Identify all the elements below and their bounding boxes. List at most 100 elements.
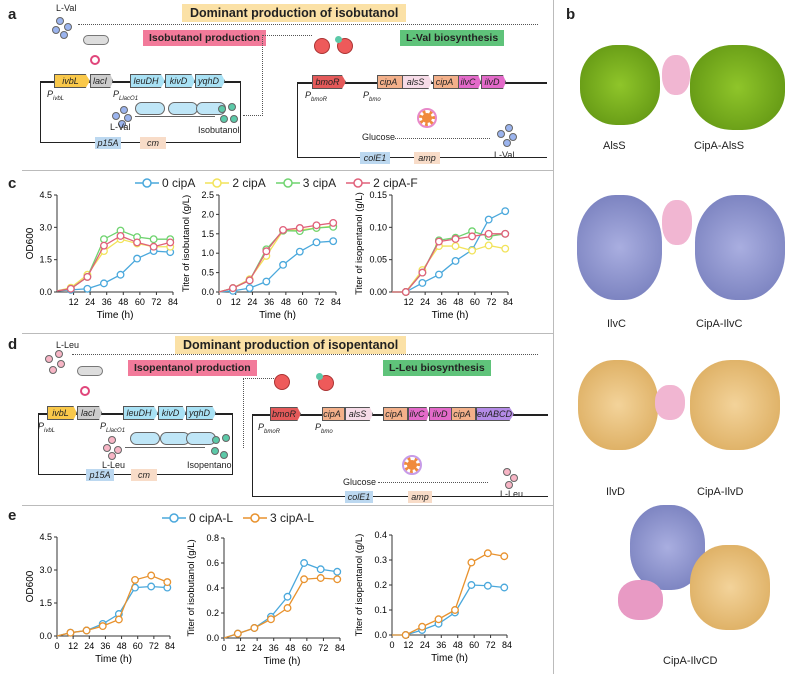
- x-tick-label: 60: [302, 643, 312, 653]
- gene-ilvC: ilvC: [458, 75, 481, 89]
- x-tick-label: 48: [453, 297, 463, 307]
- lleu-molecule-icon: [505, 481, 513, 489]
- divider-vertical: [553, 0, 554, 674]
- x-tick-label: 12: [236, 643, 246, 653]
- conversion-arrow: [135, 116, 215, 117]
- repressor-icon: [83, 35, 109, 45]
- legend-item: 2 cipA: [205, 176, 266, 190]
- inducer-label: L-Val: [56, 3, 77, 13]
- data-point: [401, 288, 410, 296]
- data-point: [166, 235, 175, 244]
- chart-c1: 0.0 1.5 3.0 4.5 12 24 36 48 60 72 84 Time (h) OD600: [25, 190, 178, 321]
- label-cipa-ilvcd: CipA-IlvCD: [663, 655, 718, 667]
- bmoR-apo-icon: [314, 38, 330, 54]
- legend-label: 0 cipA-L: [189, 511, 234, 525]
- data-point: [262, 251, 271, 260]
- glucose-label: Glucose: [362, 132, 396, 142]
- ilvd-domain-image: [690, 545, 770, 630]
- data-point: [484, 241, 493, 250]
- x-tick-label: 84: [165, 641, 175, 651]
- legend-item: 0 cipA: [135, 176, 195, 190]
- series-line: [218, 225, 334, 293]
- glucose-arrow: [378, 482, 488, 483]
- chart-c2: 0.0 0.5 1.0 1.5 2.0 2.5 0 12 24 36 48 60 72 84 Time (h…: [181, 190, 341, 321]
- data-point: [250, 624, 259, 632]
- data-point: [245, 276, 254, 285]
- data-point: [435, 237, 443, 246]
- promoter-bmoR: PbmoR: [258, 422, 281, 435]
- chart-c3: 0.00 0.05 0.10 0.15 12 24 36 48 60 72 84 Time (h) Ti…: [354, 190, 513, 321]
- gene-kivD: kivD: [165, 74, 195, 88]
- series-line: [218, 240, 334, 293]
- data-point: [501, 229, 510, 238]
- data-point: [501, 207, 510, 216]
- label-alss: AlsS: [603, 140, 626, 152]
- lval-biosynthesis-tag: L-Val biosynthesis: [400, 30, 505, 46]
- y-tick-label: 0.0: [39, 287, 52, 297]
- x-tick-label: 48: [285, 643, 295, 653]
- x-tick-label: 84: [331, 297, 341, 307]
- promoter-PLlacO1: PLlacO1: [100, 421, 126, 434]
- y-axis-label: Titer of isobutanol (g/L): [181, 195, 192, 292]
- x-tick-label: 84: [335, 643, 345, 653]
- divider-a-c: [22, 170, 553, 171]
- promoter-ivbL: PivbL: [38, 421, 56, 434]
- lval-molecule-icon: [56, 17, 64, 25]
- data-point: [333, 575, 342, 584]
- y-tick-label: 0.4: [374, 530, 387, 540]
- gene-lacI: lacI: [90, 74, 113, 88]
- x-tick-label: 36: [437, 297, 447, 307]
- glucose-arrow: [395, 138, 490, 139]
- data-point: [295, 224, 304, 232]
- data-point: [401, 288, 410, 296]
- data-point: [228, 284, 237, 293]
- data-point: [468, 246, 477, 254]
- gene-ivbL: ivbL: [47, 406, 77, 420]
- output-label: L-Leu: [500, 489, 524, 499]
- x-tick-label: 60: [135, 297, 145, 307]
- marker-p15A: p15A: [86, 469, 114, 481]
- enzyme-icon: [130, 432, 160, 445]
- data-point: [484, 232, 493, 241]
- isobutanol-molecule-icon: [228, 103, 236, 111]
- x-tick-label: 36: [264, 297, 274, 307]
- y-tick-label: 1.0: [201, 248, 214, 258]
- data-point: [262, 247, 271, 256]
- series-line: [56, 574, 168, 637]
- data-point: [114, 615, 123, 624]
- plasmid-right: [252, 414, 548, 497]
- data-point: [228, 284, 237, 293]
- data-point: [131, 583, 139, 592]
- lleu-molecule-icon: [45, 355, 53, 363]
- cipa-domain-image: [655, 385, 685, 420]
- data-point: [468, 227, 477, 236]
- gene-yqhD: yqhD: [195, 74, 225, 88]
- data-point: [418, 266, 427, 274]
- data-point: [133, 239, 142, 248]
- legend-item: 2 cipA-F: [346, 176, 418, 190]
- isobutanol-molecule-icon: [220, 115, 228, 123]
- lleu-molecule-icon: [503, 468, 511, 476]
- cellulosome-scaffold-icon: [402, 455, 422, 475]
- x-tick-label: 72: [314, 297, 324, 307]
- ligand-icon: [316, 373, 323, 380]
- marker-cm: cm: [131, 469, 157, 481]
- cipa-domain-image: [618, 580, 663, 620]
- gene-bmoR: bmoR: [312, 75, 346, 89]
- x-tick-label: 60: [298, 297, 308, 307]
- x-tick-label: 0: [216, 297, 221, 307]
- series-line: [56, 250, 171, 292]
- lleu-molecule-icon: [108, 452, 116, 460]
- lval-molecule-icon: [505, 124, 513, 132]
- series-line: [223, 577, 338, 639]
- gene-cipA: cipA: [322, 407, 345, 421]
- data-point: [300, 575, 309, 584]
- export-arrow: [262, 35, 312, 116]
- marker-amp: amp: [408, 491, 432, 503]
- x-tick-label: 48: [281, 297, 291, 307]
- data-point: [228, 286, 237, 295]
- isopentanol-molecule-icon: [222, 434, 230, 442]
- data-point: [66, 628, 75, 637]
- y-axis-label: OD600: [25, 570, 36, 602]
- data-point: [312, 224, 321, 232]
